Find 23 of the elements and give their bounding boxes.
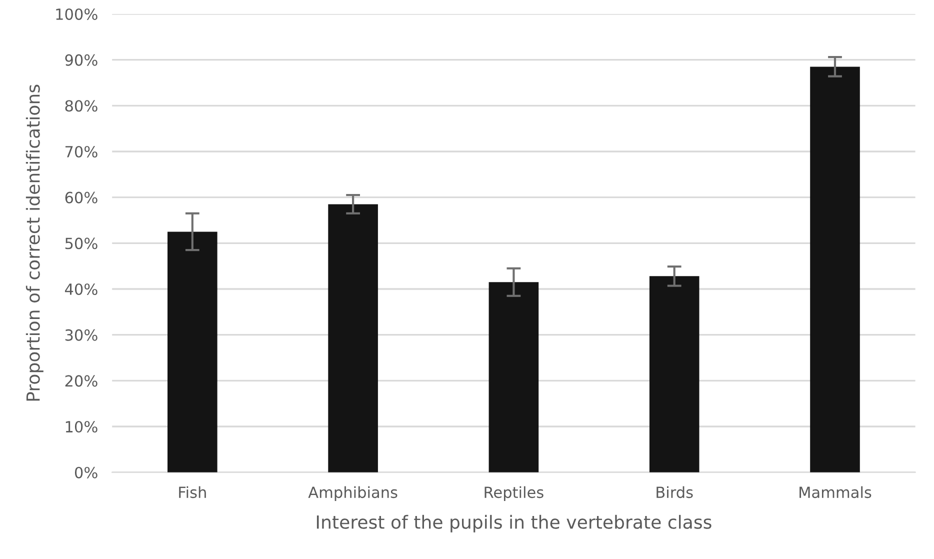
y-tick-label: 100%: [56, 8, 98, 20]
bar: [488, 282, 539, 472]
bar: [810, 66, 860, 472]
y-tick-label: 0%: [74, 466, 98, 478]
bar: [168, 232, 218, 472]
y-tick-label: 20%: [65, 375, 98, 387]
y-tick-label: 70%: [65, 146, 98, 158]
x-tick-label: Amphibians: [308, 486, 398, 502]
x-tick-label: Reptiles: [484, 486, 544, 502]
y-tick-label: 80%: [65, 100, 98, 112]
bar: [649, 276, 700, 472]
y-tick-label: 90%: [65, 54, 98, 66]
y-tick-label: 50%: [65, 238, 98, 250]
y-tick-label: 30%: [65, 329, 98, 341]
x-axis-title: Interest of the pupils in the vertebrate class: [316, 514, 712, 532]
bar: [328, 204, 378, 472]
x-tick-label: Fish: [179, 486, 206, 498]
x-tick-label: Mammals: [800, 486, 872, 498]
y-axis-title: Proportion of correct identifications: [26, 84, 44, 401]
x-tick-label: Birds: [656, 486, 693, 498]
y-tick-label: 60%: [65, 192, 98, 204]
y-tick-label: 40%: [64, 283, 98, 296]
y-tick-label: 10%: [66, 420, 98, 433]
